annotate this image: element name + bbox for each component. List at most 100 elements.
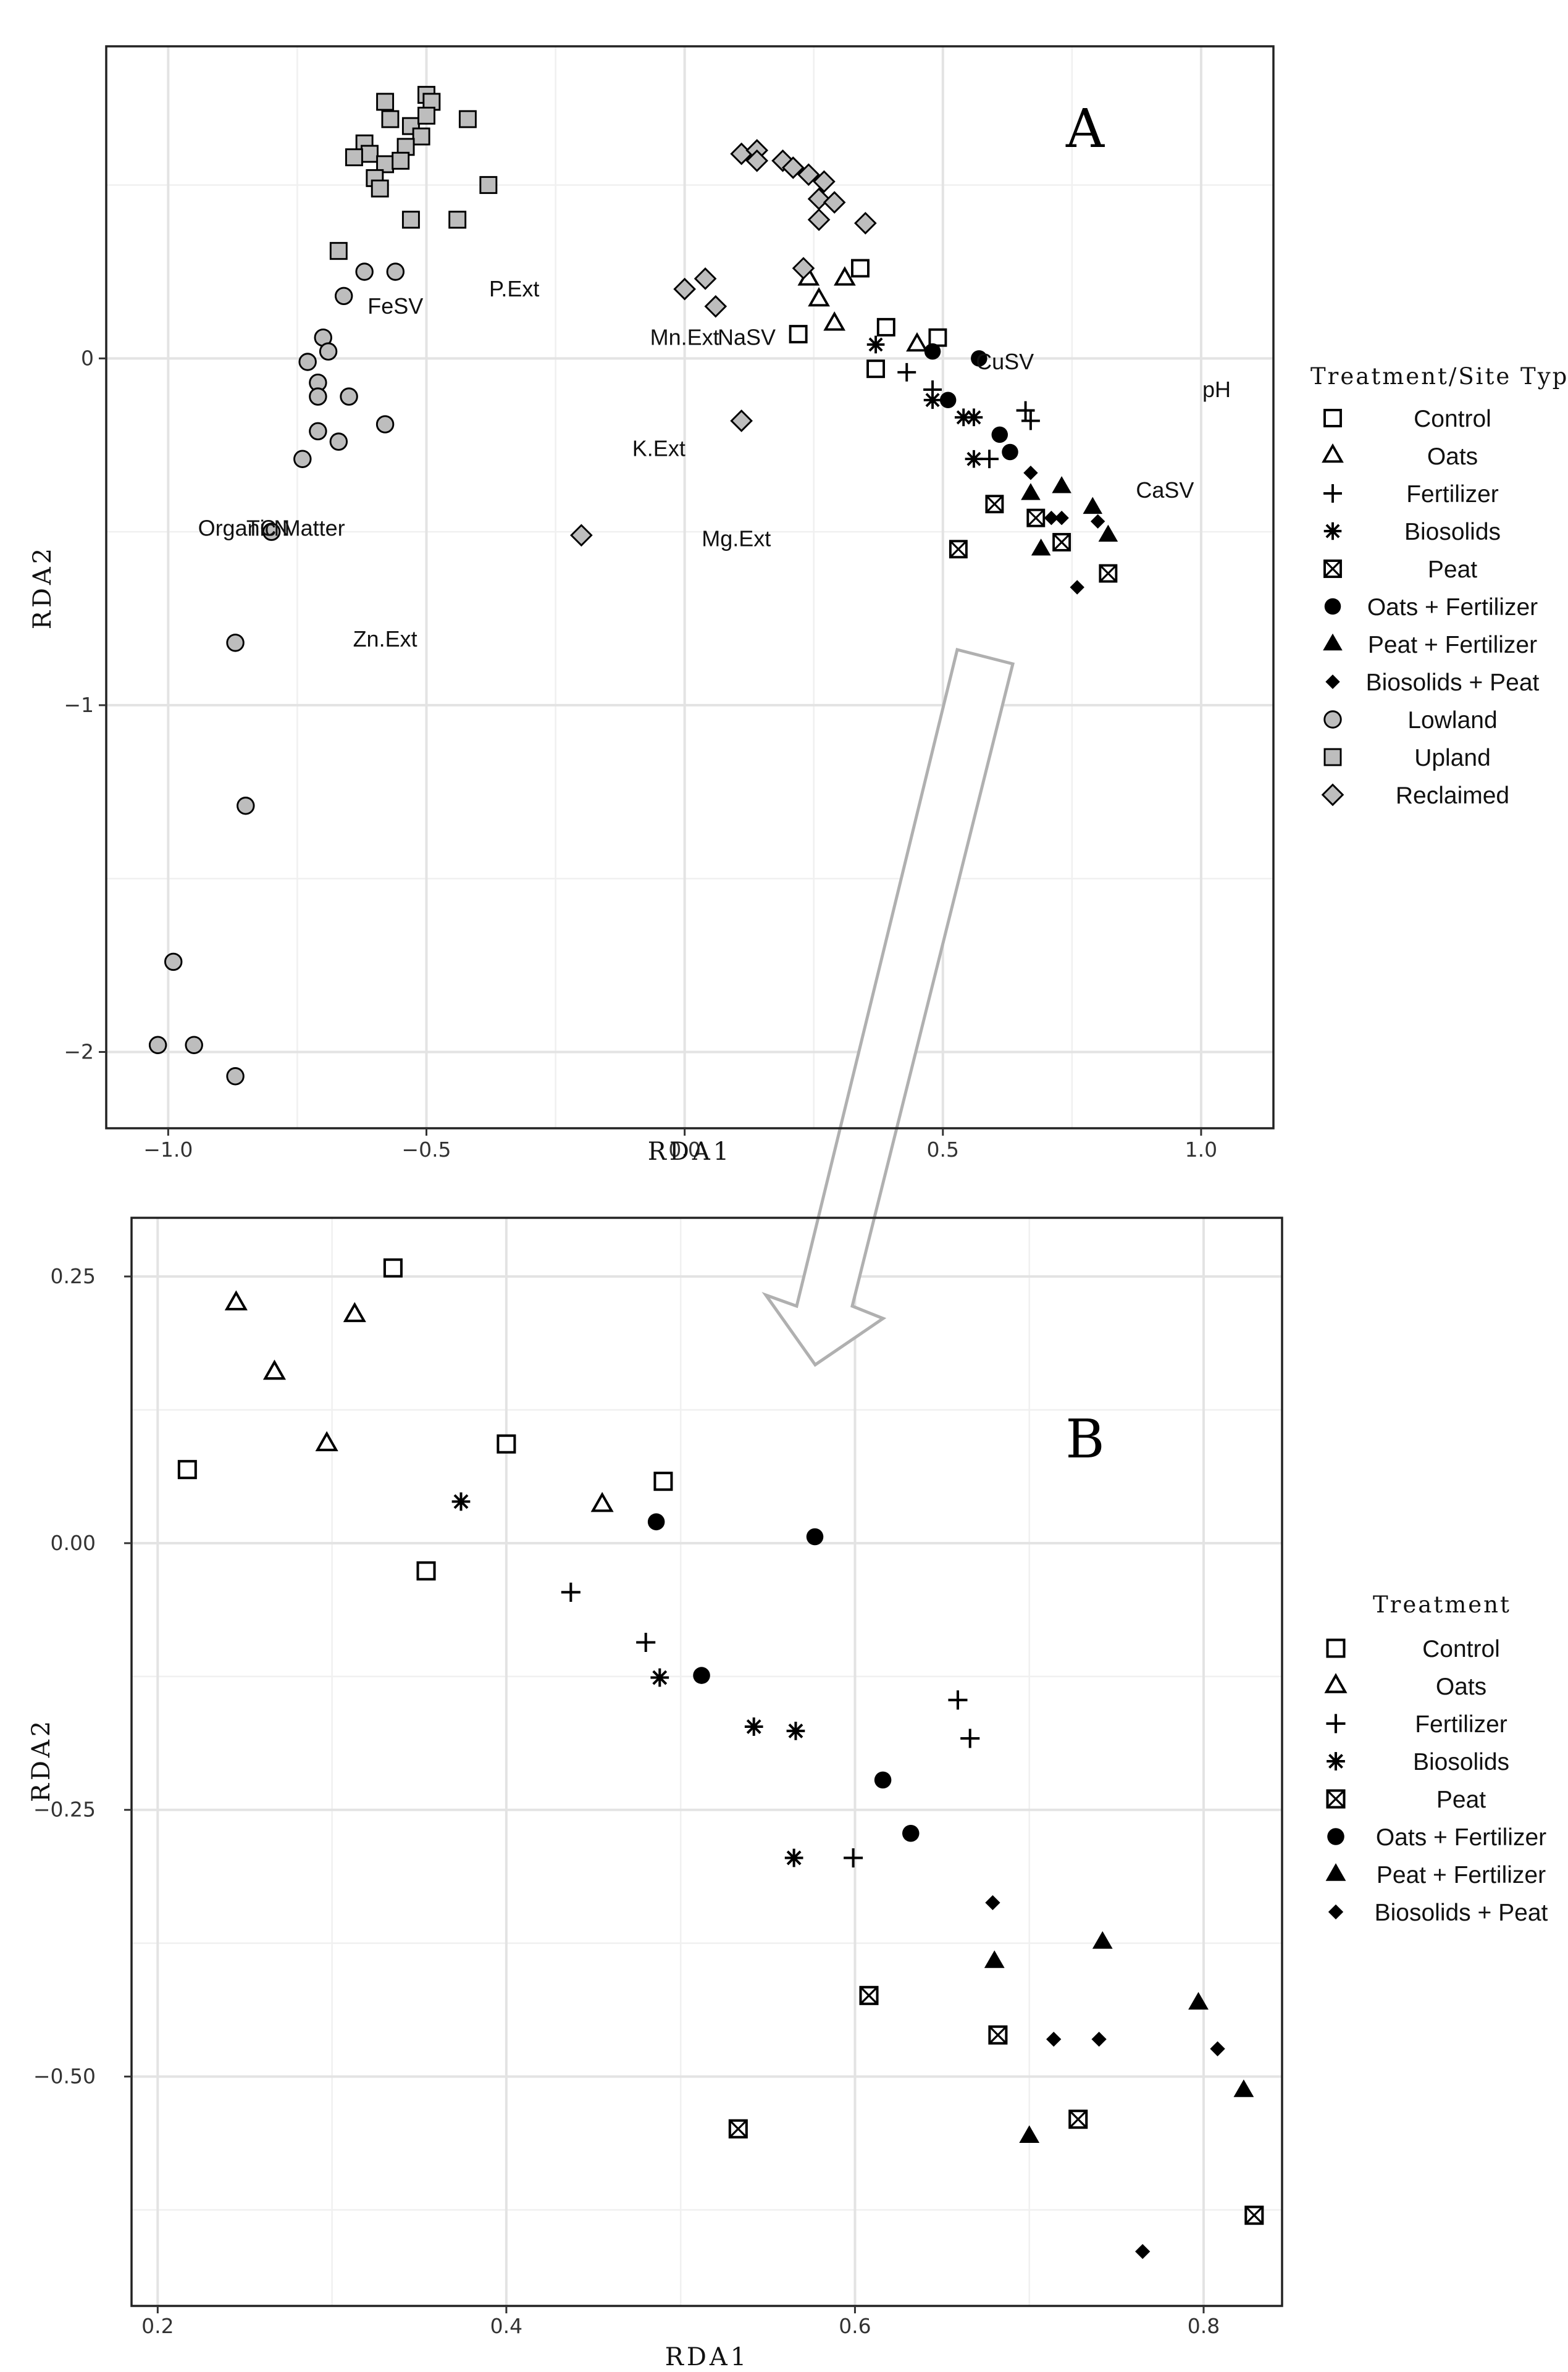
point-upland: [417, 106, 435, 125]
legend-label-upland: Upland: [1414, 745, 1491, 771]
point-oats: [906, 332, 928, 352]
point-oats: [262, 1359, 287, 1380]
point-lowland: [334, 287, 353, 306]
point-biosolids: [650, 1668, 669, 1687]
point-upland: [329, 241, 348, 260]
panel-a-x-tick-label: −1.0: [143, 1138, 193, 1162]
point-lowland: [226, 1067, 245, 1086]
point-reclaimed: [673, 277, 696, 301]
point-oats: [834, 266, 856, 286]
point-peat-fertilizer: [984, 1950, 1005, 1968]
point-biosolids: [923, 391, 942, 409]
legend-marker-biosolids-peat: [1328, 1904, 1344, 1920]
point-lowland: [355, 262, 374, 281]
variable-label-fesv: FeSV: [367, 293, 423, 319]
legend-label-biosolids: Biosolids: [1413, 1749, 1509, 1775]
point-fertilizer: [948, 1690, 968, 1710]
panel-b-label: B: [1065, 1409, 1104, 1470]
point-lowland: [319, 342, 338, 361]
panel-b-legend-title: Treatment: [1373, 1591, 1511, 1618]
point-upland: [401, 117, 420, 135]
legend-label-peat: Peat: [1436, 1787, 1486, 1813]
legend-label-biosolids-peat: Biosolids + Peat: [1366, 669, 1540, 696]
point-upland: [392, 151, 410, 170]
point-upland: [412, 127, 430, 146]
legend-label-lowland: Lowland: [1407, 707, 1497, 734]
point-peat-fertilizer: [1233, 2079, 1254, 2097]
panel-b-y-tick-label: 0.00: [51, 1531, 96, 1555]
point-reclaimed: [854, 212, 877, 235]
point-control: [383, 1258, 403, 1278]
point-oats-fertilizer: [991, 426, 1008, 443]
point-biosolids-peat: [1023, 465, 1038, 480]
point-peat: [985, 495, 1004, 514]
legend-marker-oats-fertilizer: [1327, 1828, 1344, 1845]
point-lowland: [237, 797, 255, 815]
point-control: [876, 317, 895, 337]
point-peat: [859, 1985, 879, 2005]
legend-marker-biosolids: [1327, 1752, 1345, 1771]
point-fertilizer: [960, 1729, 980, 1748]
panel-a-label: A: [1065, 98, 1105, 160]
legend-marker-peat: [1323, 559, 1342, 578]
point-control: [177, 1460, 197, 1480]
point-fertilizer: [897, 363, 916, 382]
panel-b-x-tick-label: 0.8: [1188, 2314, 1220, 2338]
point-biosolids-peat: [1044, 510, 1059, 526]
panel-a-legend-title: Treatment/Site Type: [1310, 363, 1568, 390]
point-oats: [343, 1302, 366, 1322]
point-reclaimed: [745, 149, 769, 172]
point-peat: [1026, 508, 1046, 527]
point-biosolids: [451, 1492, 471, 1511]
point-reclaimed: [781, 156, 805, 179]
panel-b-points: [177, 1258, 1264, 2260]
point-upland: [376, 93, 395, 111]
panel-b-x-tick-label: 0.6: [839, 2314, 871, 2338]
variable-label-p-ext: P.Ext: [489, 276, 539, 301]
point-lowland: [164, 952, 183, 971]
panel-a-y-axis-label: RDA2: [28, 545, 57, 630]
point-upland: [458, 110, 477, 128]
legend-marker-biosolids-peat: [1325, 674, 1340, 689]
legend-marker-oats: [1324, 1673, 1348, 1693]
point-peat-fertilizer: [1083, 497, 1103, 514]
point-upland: [345, 148, 363, 167]
point-peat: [728, 2119, 748, 2139]
legend-label-control: Control: [1422, 1636, 1500, 1662]
point-lowland: [309, 422, 327, 441]
legend-marker-fertilizer: [1326, 1714, 1346, 1733]
point-lowland: [148, 1036, 167, 1054]
variable-label-nasv: NaSV: [718, 325, 776, 350]
legend-marker-upland: [1323, 748, 1342, 766]
point-reclaimed: [694, 267, 717, 290]
point-control: [497, 1434, 516, 1454]
point-biosolids-peat: [1054, 510, 1069, 526]
point-lowland: [262, 522, 281, 541]
point-peat: [1052, 533, 1071, 551]
point-reclaimed: [570, 524, 593, 547]
panel-a-x-axis-label: RDA1: [648, 1138, 732, 1166]
point-biosolids: [965, 450, 983, 468]
panel-a-points: [148, 86, 1118, 1086]
point-lowland: [340, 387, 358, 406]
point-oats: [590, 1491, 614, 1512]
point-control: [866, 359, 886, 379]
panel-b-y-tick-label: −0.25: [33, 1798, 96, 1822]
point-reclaimed: [823, 191, 846, 214]
point-reclaimed: [813, 170, 836, 193]
point-lowland: [226, 634, 245, 652]
panel-b-border: [130, 1217, 1283, 2307]
legend-label-oats: Oats: [1436, 1674, 1486, 1700]
point-lowland: [329, 432, 348, 451]
legend-marker-peat-fertilizer: [1323, 633, 1343, 651]
point-upland: [448, 211, 467, 229]
legend-label-biosolids: Biosolids: [1404, 519, 1501, 545]
variable-label-organic-matter: Organic Matter: [198, 516, 345, 541]
point-biosolids: [954, 408, 973, 427]
legend-label-peat-fertilizer: Peat + Fertilizer: [1368, 632, 1537, 658]
point-reclaimed: [792, 257, 815, 280]
point-peat-fertilizer: [1098, 524, 1118, 542]
point-peat-fertilizer: [1092, 1931, 1113, 1949]
legend-marker-control: [1323, 409, 1342, 427]
panel-b-x-axis-label: RDA1: [665, 2343, 750, 2371]
